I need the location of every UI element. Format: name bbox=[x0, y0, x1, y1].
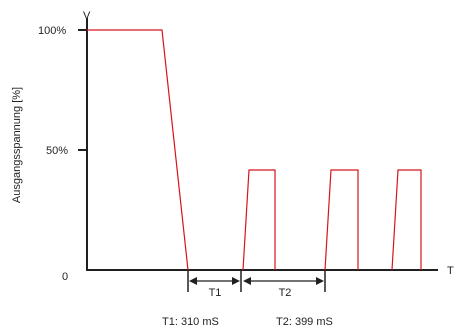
caption-t1: T1: 310 mS bbox=[162, 316, 219, 328]
interval-arrow-t2 bbox=[243, 277, 324, 285]
y-tick-label-50: 50% bbox=[46, 145, 68, 157]
waveform-initial-drop bbox=[87, 29, 189, 271]
caption-t2: T2: 399 mS bbox=[276, 316, 333, 328]
waveform-pulse-3 bbox=[391, 169, 422, 271]
waveform-pulse-1 bbox=[242, 169, 276, 271]
interval-label-t2: T2 bbox=[279, 287, 292, 299]
y-axis-symbol: V bbox=[83, 10, 91, 22]
y-tick-label-100: 100% bbox=[38, 25, 66, 37]
interval-label-t1: T1 bbox=[209, 287, 222, 299]
y-tick-label-0: 0 bbox=[62, 271, 68, 283]
x-axis-symbol: T bbox=[447, 265, 454, 277]
waveform-pulse-2 bbox=[324, 169, 359, 271]
y-axis-title: Ausgangsspannung [%] bbox=[11, 87, 23, 203]
interval-arrow-t1 bbox=[189, 277, 240, 285]
